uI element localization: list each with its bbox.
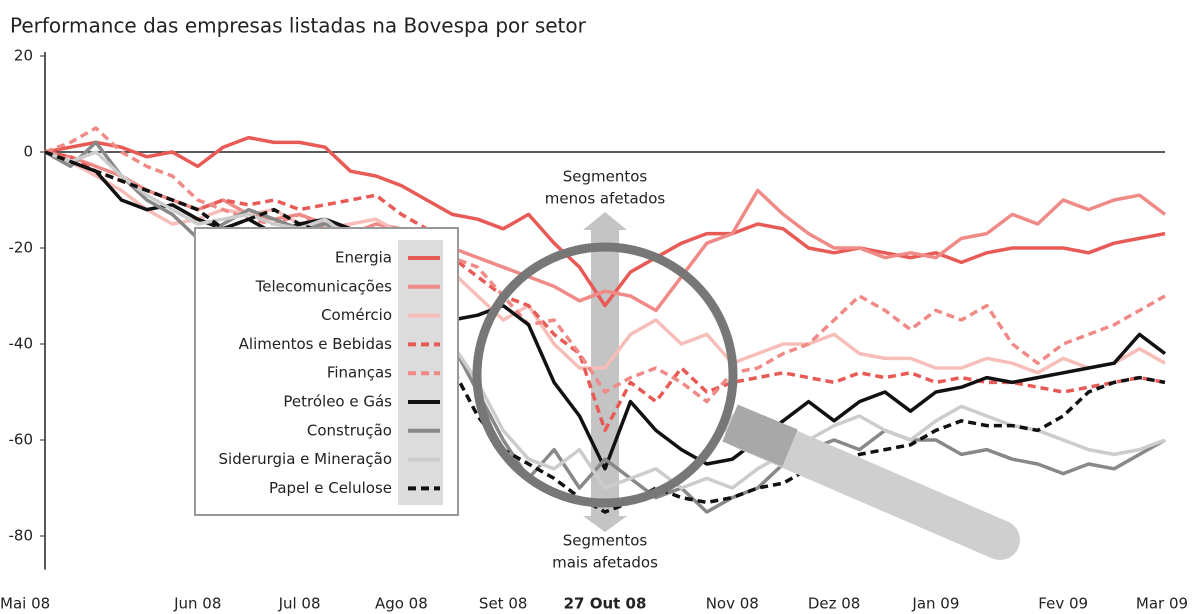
x-tick-label: Nov 08 [706,595,759,613]
series-line [44,126,1166,404]
x-tick-label: Mai 08 [0,595,50,613]
annotation: mais afetados [552,554,658,572]
annotation: Segmentos [563,532,648,550]
chart-title: Performance das empresas listadas na Bov… [10,14,587,38]
legend-label: Energia [335,249,392,267]
magnifier-neck [722,404,798,467]
x-tick-label: Jul 08 [278,595,321,613]
series-line [44,150,1167,313]
y-tick-label: 20 [14,47,33,65]
legend-label: Comércio [321,306,392,324]
x-tick-label: Mar 09 [1136,595,1188,613]
arrow-head [583,516,627,532]
y-tick-label: -80 [9,527,34,545]
legend-label: Finanças [327,364,392,382]
y-tick-label: -60 [9,431,34,449]
legend-label: Papel e Celulose [269,479,392,497]
y-tick-label: 0 [23,143,33,161]
legend-label: Telecomunicações [255,277,393,295]
y-tick-label: -20 [9,239,34,257]
series-line [44,150,1166,514]
x-tick-label: Fev 09 [1038,595,1088,613]
magnifier-ring [472,242,738,508]
y-tick-label: -40 [9,335,34,353]
x-tick-label: Ago 08 [375,595,428,613]
x-tick-label: 27 Out 08 [564,595,647,613]
x-tick-label: Set 08 [479,595,528,613]
x-tick-label: Dez 08 [808,595,861,613]
series-line [44,150,1166,490]
legend-label: Alimentos e Bebidas [239,335,393,353]
x-tick-label: Jan 09 [911,595,959,613]
x-tick-label: Jun 08 [173,595,221,613]
legend-label: Petróleo e Gás [283,393,392,411]
annotation: Segmentos [563,168,648,186]
series-line [44,150,1167,471]
series-line [44,135,1166,308]
annotation: menos afetados [545,190,666,208]
series-line [44,150,1166,375]
legend-label: Construção [307,421,392,439]
legend-label: Siderurgia e Mineração [219,450,392,468]
arrow-head [583,212,627,230]
